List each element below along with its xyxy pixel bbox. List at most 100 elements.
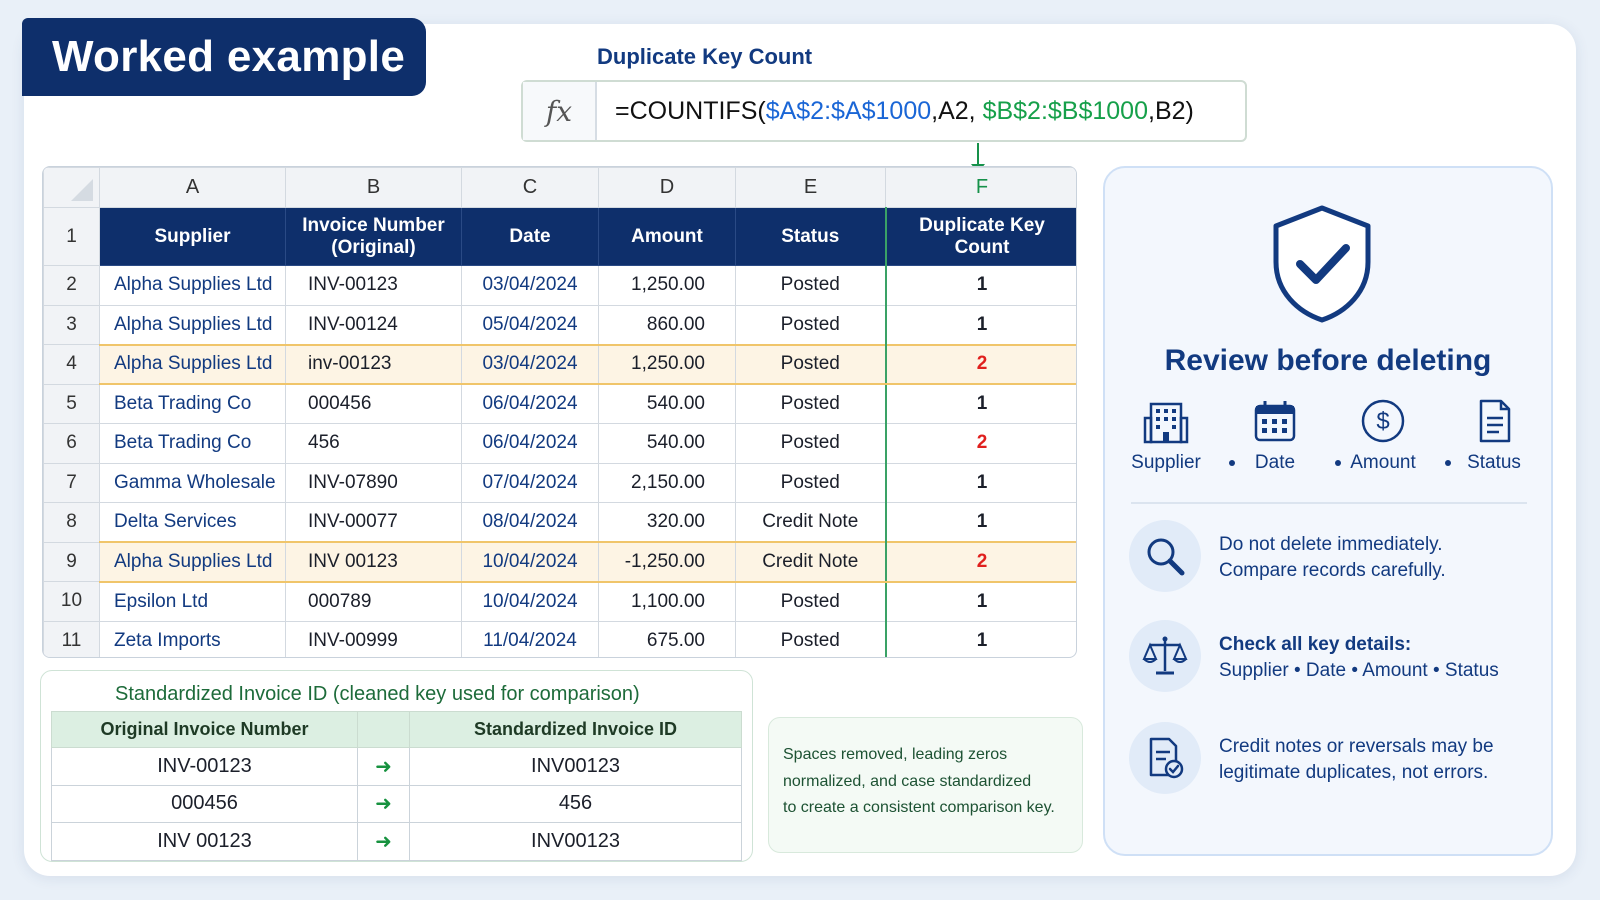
cell-amount[interactable]: 540.00 (598, 423, 736, 464)
row-number[interactable]: 4 (43, 344, 100, 385)
formula-input[interactable]: =COUNTIFS($A$2:$A$1000,A2, $B$2:$B$1000,… (597, 97, 1194, 126)
header-status[interactable]: Status (735, 207, 886, 266)
column-header-e[interactable]: E (735, 167, 886, 208)
header-invoice-line1: Invoice Number (302, 214, 445, 236)
cell-duplicate-count[interactable]: 2 (884, 343, 1076, 385)
row-number[interactable]: 9 (43, 541, 100, 582)
cell-duplicate-count[interactable]: 1 (884, 383, 1076, 424)
row-number[interactable]: 2 (43, 265, 100, 306)
formula-range-supplier: $A$2:$A$1000 (765, 96, 932, 125)
cell-invoice[interactable]: 456 (285, 423, 462, 464)
table-row: 9 Alpha Supplies Ltd INV 00123 10/04/2024 -1… (43, 541, 1076, 583)
cell-status[interactable]: Posted (735, 265, 886, 306)
tip-text: Credit notes or reversals may be legitim… (1219, 734, 1494, 786)
cell-date[interactable]: 08/04/2024 (461, 502, 599, 543)
column-header-d[interactable]: D (598, 167, 736, 208)
cell-date[interactable]: 11/04/2024 (461, 620, 599, 657)
row-number[interactable]: 6 (43, 423, 100, 464)
cell-amount[interactable]: 860.00 (598, 304, 736, 345)
cell-date[interactable]: 10/04/2024 (461, 541, 599, 583)
cell-amount[interactable]: -1,250.00 (598, 541, 736, 583)
tip-line: Do not delete immediately. (1219, 534, 1443, 555)
cell-duplicate-count[interactable]: 1 (884, 502, 1076, 543)
cell-duplicate-count[interactable]: 1 (884, 581, 1076, 622)
header-duplicate-count[interactable]: Duplicate Key Count (884, 207, 1076, 266)
cell-supplier[interactable]: Alpha Supplies Ltd (99, 265, 286, 306)
cell-amount[interactable]: 675.00 (598, 620, 736, 657)
table-row: 4 Alpha Supplies Ltd inv-00123 03/04/2024 1,… (43, 343, 1076, 385)
cell-invoice[interactable]: INV-00999 (285, 620, 462, 657)
formula-bar[interactable]: fx =COUNTIFS($A$2:$A$1000,A2, $B$2:$B$10… (521, 80, 1247, 142)
cell-date[interactable]: 03/04/2024 (461, 343, 599, 385)
cell-supplier[interactable]: Alpha Supplies Ltd (99, 541, 286, 583)
divider (1131, 502, 1527, 504)
cell-invoice[interactable]: inv-00123 (285, 343, 462, 385)
cell-supplier[interactable]: Beta Trading Co (99, 423, 286, 464)
cell-date[interactable]: 07/04/2024 (461, 462, 599, 503)
note-line: Spaces removed, leading zeros (783, 746, 1008, 763)
tip-do-not-delete: Do not delete immediately. Compare recor… (1129, 520, 1539, 596)
cell-duplicate-count[interactable]: 2 (884, 423, 1076, 464)
row-number[interactable]: 1 (43, 207, 100, 266)
cell-status[interactable]: Credit Note (735, 541, 886, 583)
cell-amount[interactable]: 1,100.00 (598, 581, 736, 622)
cell-date[interactable]: 10/04/2024 (461, 581, 599, 622)
header-supplier[interactable]: Supplier (99, 207, 286, 266)
cell-status[interactable]: Credit Note (735, 502, 886, 543)
cell-invoice[interactable]: INV-07890 (285, 462, 462, 503)
row-number[interactable]: 7 (43, 462, 100, 503)
cell-status[interactable]: Posted (735, 620, 886, 657)
cell-original-invoice: INV-00123 (51, 747, 358, 786)
row-number[interactable]: 3 (43, 304, 100, 345)
cell-supplier[interactable]: Delta Services (99, 502, 286, 543)
cell-amount[interactable]: 2,150.00 (598, 462, 736, 503)
cell-supplier[interactable]: Zeta Imports (99, 620, 286, 657)
cell-status[interactable]: Posted (735, 423, 886, 464)
cell-invoice[interactable]: INV-00124 (285, 304, 462, 345)
cell-date[interactable]: 05/04/2024 (461, 304, 599, 345)
cell-supplier[interactable]: Gamma Wholesale (99, 462, 286, 503)
row-number[interactable]: 5 (43, 383, 100, 424)
cell-status[interactable]: Posted (735, 343, 886, 385)
cell-supplier[interactable]: Alpha Supplies Ltd (99, 343, 286, 385)
cell-status[interactable]: Posted (735, 383, 886, 424)
tip-text: Check all key details: Supplier • Date •… (1219, 632, 1499, 684)
cell-amount[interactable]: 1,250.00 (598, 343, 736, 385)
cell-invoice[interactable]: 000456 (285, 383, 462, 424)
cell-amount[interactable]: 320.00 (598, 502, 736, 543)
header-date[interactable]: Date (461, 207, 599, 266)
cell-invoice[interactable]: INV 00123 (285, 541, 462, 583)
row-number[interactable]: 10 (43, 581, 100, 622)
cell-invoice[interactable]: INV-00077 (285, 502, 462, 543)
cell-status[interactable]: Posted (735, 581, 886, 622)
cell-amount[interactable]: 540.00 (598, 383, 736, 424)
column-header-c[interactable]: C (461, 167, 599, 208)
cell-amount[interactable]: 1,250.00 (598, 265, 736, 306)
cell-duplicate-count[interactable]: 1 (884, 620, 1076, 657)
column-header-b[interactable]: B (285, 167, 462, 208)
cell-date[interactable]: 06/04/2024 (461, 423, 599, 464)
cell-status[interactable]: Posted (735, 462, 886, 503)
cell-duplicate-count[interactable]: 1 (884, 265, 1076, 306)
cell-supplier[interactable]: Alpha Supplies Ltd (99, 304, 286, 345)
cell-duplicate-count[interactable]: 1 (884, 462, 1076, 503)
cell-status[interactable]: Posted (735, 304, 886, 345)
column-header-f[interactable]: F (885, 167, 1076, 208)
tip-check-details: Check all key details: Supplier • Date •… (1129, 620, 1539, 696)
scales-icon (1142, 636, 1188, 675)
cell-duplicate-count[interactable]: 1 (884, 304, 1076, 345)
cell-invoice[interactable]: INV-00123 (285, 265, 462, 306)
header-amount[interactable]: Amount (598, 207, 736, 266)
column-header-a[interactable]: A (99, 167, 286, 208)
cell-date[interactable]: 06/04/2024 (461, 383, 599, 424)
header-invoice[interactable]: Invoice Number (Original) (285, 207, 462, 266)
cell-date[interactable]: 03/04/2024 (461, 265, 599, 306)
row-number[interactable]: 11 (43, 620, 100, 657)
cell-original-invoice: INV 00123 (51, 822, 358, 861)
select-all-corner[interactable] (43, 167, 100, 208)
cell-invoice[interactable]: 000789 (285, 581, 462, 622)
cell-supplier[interactable]: Epsilon Ltd (99, 581, 286, 622)
cell-supplier[interactable]: Beta Trading Co (99, 383, 286, 424)
row-number[interactable]: 8 (43, 502, 100, 543)
cell-duplicate-count[interactable]: 2 (884, 541, 1076, 583)
